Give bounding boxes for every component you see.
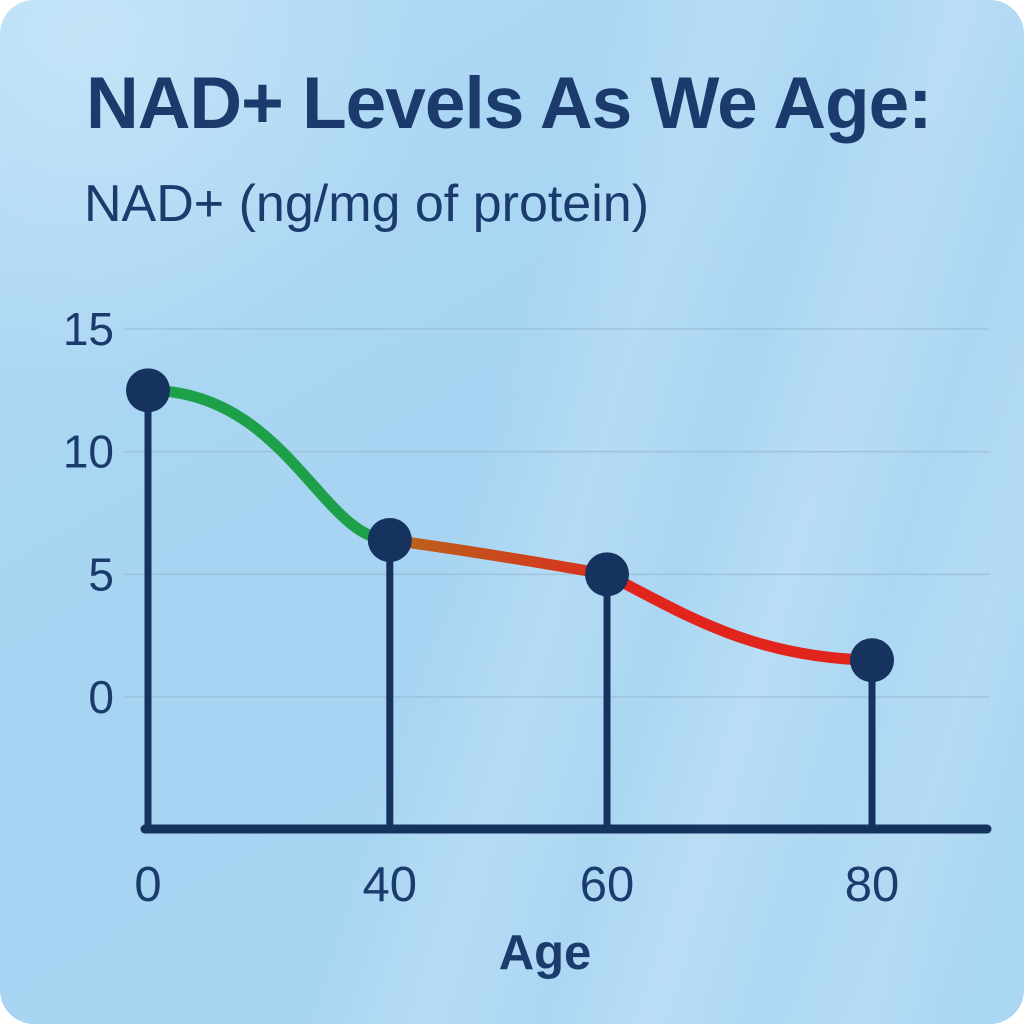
x-tick-label: 0: [134, 858, 161, 912]
y-tick-label: 5: [88, 548, 114, 600]
data-point-age-80: [850, 638, 894, 683]
y-tick-label: 0: [88, 671, 114, 723]
curve-segment-2: [601, 568, 878, 666]
y-axis-tick-labels: 15 10 5 0: [63, 303, 114, 723]
curve-segment-0: [142, 384, 396, 546]
data-point-age-60: [585, 552, 630, 597]
x-axis-title: Age: [499, 926, 592, 980]
data-point-age-0: [126, 368, 170, 413]
chart-title: NAD+ Levels As We Age:: [86, 63, 932, 144]
y-tick-label: 15: [63, 303, 114, 355]
x-tick-label: 40: [363, 858, 418, 912]
point-stems: [144, 390, 876, 827]
y-tick-label: 10: [63, 426, 114, 478]
y-axis-unit-label: NAD+ (ng/mg of protein): [84, 175, 650, 233]
x-axis-tick-labels: 0 40 60 80: [134, 858, 899, 912]
gridlines: [124, 328, 989, 698]
data-point-age-40: [367, 517, 412, 562]
curve-segment-1: [384, 534, 613, 580]
x-tick-label: 60: [580, 858, 635, 912]
data-points: [126, 368, 894, 683]
x-tick-label: 80: [845, 858, 900, 912]
